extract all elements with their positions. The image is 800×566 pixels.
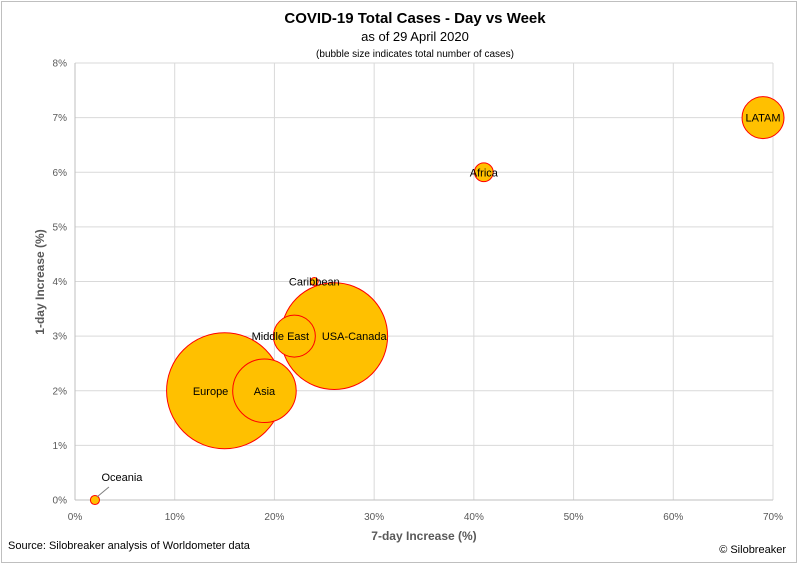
x-axis-label: 7-day Increase (%) <box>371 529 476 543</box>
x-tick-label: 30% <box>364 512 384 523</box>
x-tick-label: 70% <box>763 512 783 523</box>
chart-title: COVID-19 Total Cases - Day vs Week <box>284 10 546 27</box>
y-tick-label: 2% <box>53 386 68 397</box>
bubble-africa <box>473 162 494 183</box>
y-axis-label: 1-day Increase (%) <box>33 229 47 334</box>
bubble-asia <box>232 358 297 424</box>
x-tick-label: 60% <box>663 512 683 523</box>
y-tick-label: 7% <box>53 113 68 124</box>
x-tick-label: 0% <box>68 512 83 523</box>
y-tick-label: 1% <box>53 441 68 452</box>
bubble-label: Asia <box>254 386 276 398</box>
x-tick-label: 50% <box>564 512 584 523</box>
y-tick-label: 3% <box>53 332 68 343</box>
x-tick-label: 20% <box>264 512 284 523</box>
y-tick-label: 5% <box>53 222 68 233</box>
bubble-label: LATAM <box>746 113 781 125</box>
bubble-label: Caribbean <box>289 277 340 289</box>
tick-labels: 0% 10% 20% 30% 40% 50% 60% 70% 0% 1% 2% 3% 4% 5% 6% 7% 8… <box>53 59 784 524</box>
bubble-latam <box>741 96 785 140</box>
y-tick-label: 8% <box>53 59 68 70</box>
bubble-label: Europe <box>193 386 228 398</box>
y-tick-label: 4% <box>53 277 68 288</box>
x-tick-label: 10% <box>165 512 185 523</box>
y-tick-label: 6% <box>53 168 68 179</box>
x-tick-label: 40% <box>464 512 484 523</box>
source-note: Source: Silobreaker analysis of Worldome… <box>8 540 251 552</box>
bubble-middle-east <box>272 314 316 358</box>
chart-note: (bubble size indicates total number of c… <box>316 49 514 60</box>
chart-subtitle: as of 29 April 2020 <box>361 29 469 44</box>
bubble-oceania <box>89 494 100 506</box>
bubble-caribbean <box>309 277 319 286</box>
copyright-note: © Silobreaker <box>719 544 786 556</box>
oceania-leader-line <box>96 486 110 498</box>
bubble-label: Middle East <box>252 331 309 343</box>
y-tick-label: 0% <box>53 496 68 507</box>
grid-lines <box>74 62 774 501</box>
bubbles <box>89 96 785 506</box>
bubble-label: USA-Canada <box>322 331 388 343</box>
bubble-label: Oceania <box>101 472 143 484</box>
bubble-labels: Europe USA-Canada Asia Middle East LATAM Afri… <box>96 113 781 498</box>
bubble-label: Africa <box>470 167 499 179</box>
